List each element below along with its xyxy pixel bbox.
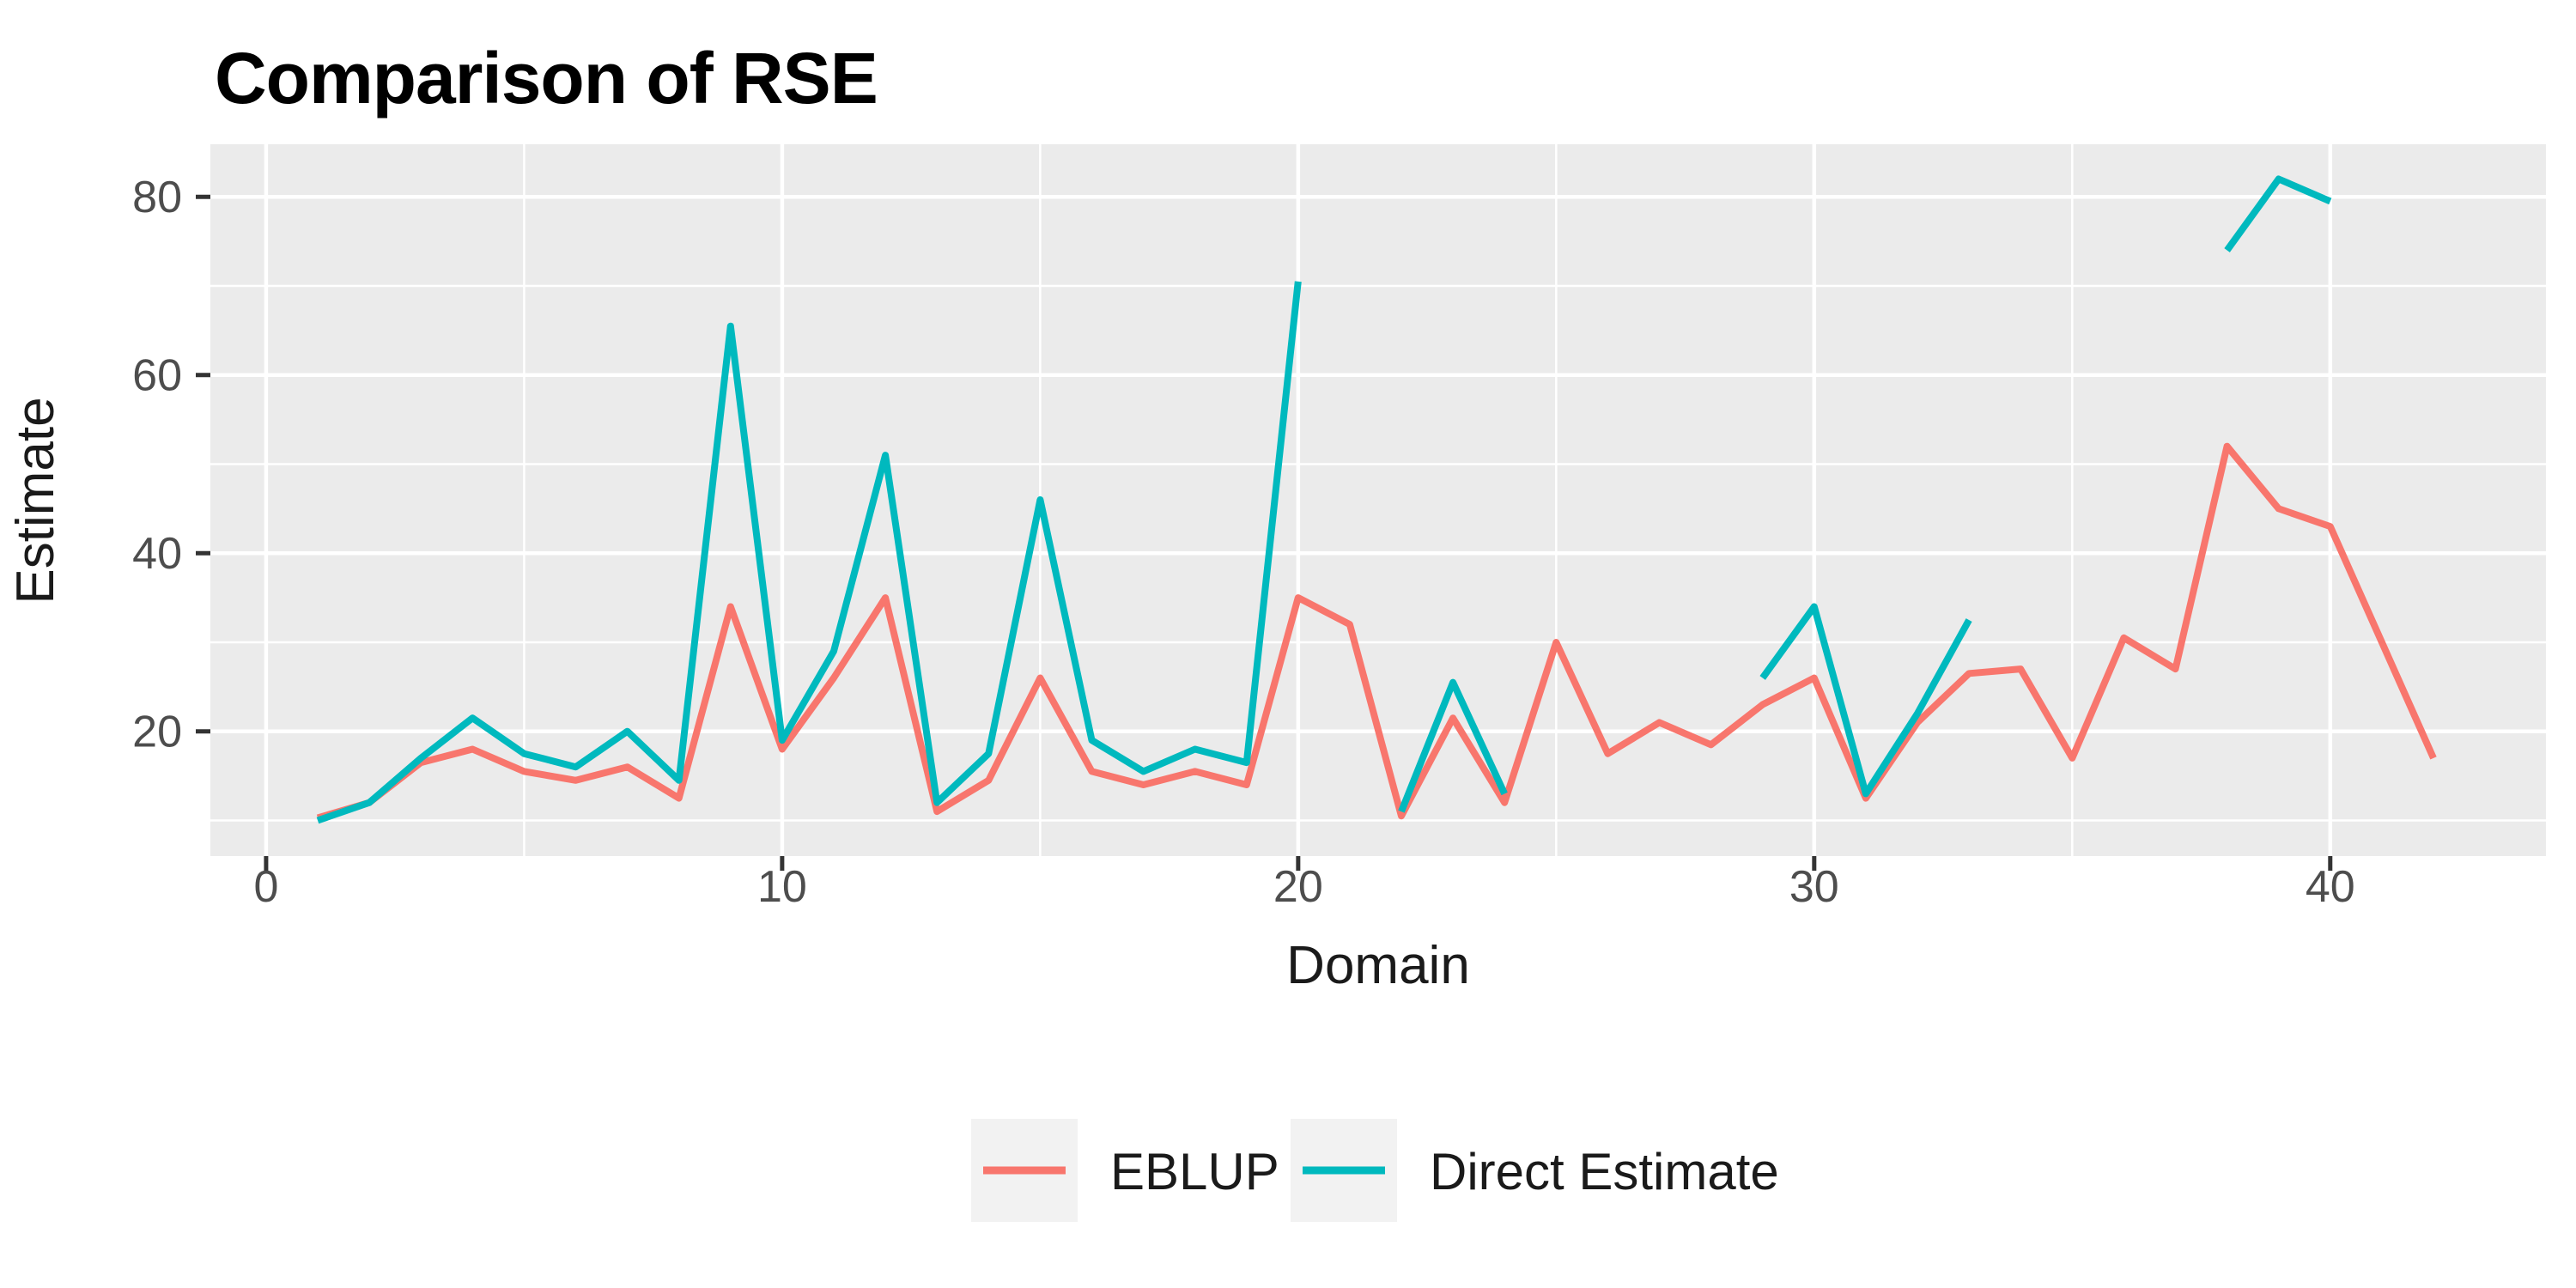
y-axis-title: Estimate [6, 397, 65, 604]
series-line-direct-estimate [1759, 603, 1972, 798]
series-line-eblup [316, 442, 2437, 822]
x-tick-label: 30 [1789, 862, 1839, 912]
legend: EBLUP Direct Estimate [971, 1119, 1779, 1222]
series-line-direct-estimate [316, 281, 1302, 824]
y-tick-label: 60 [132, 351, 182, 401]
plot-panel [210, 144, 2546, 856]
series-line-direct-estimate [1398, 678, 1508, 813]
x-tick-label: 20 [1273, 862, 1323, 912]
legend-label-eblup: EBLUP [1110, 1143, 1279, 1200]
x-tick-label: 40 [2306, 862, 2355, 912]
x-axis-title: Domain [1286, 936, 1470, 995]
y-tick-label: 40 [132, 529, 182, 579]
x-tick-label: 10 [757, 862, 807, 912]
y-tick-labels: 20 40 60 80 [132, 173, 182, 757]
series-line-direct-estimate [2224, 175, 2332, 252]
y-tick-label: 80 [132, 173, 182, 222]
x-tick-label: 0 [253, 862, 278, 912]
axis-tick-marks [196, 194, 2333, 871]
chart-title: Comparison of RSE [215, 38, 878, 118]
minor-gridlines [210, 144, 2546, 856]
series-lines [316, 175, 2437, 824]
y-tick-label: 20 [132, 708, 182, 757]
x-tick-labels: 0 10 20 30 40 [253, 862, 2354, 912]
legend-label-direct: Direct Estimate [1430, 1143, 1779, 1200]
